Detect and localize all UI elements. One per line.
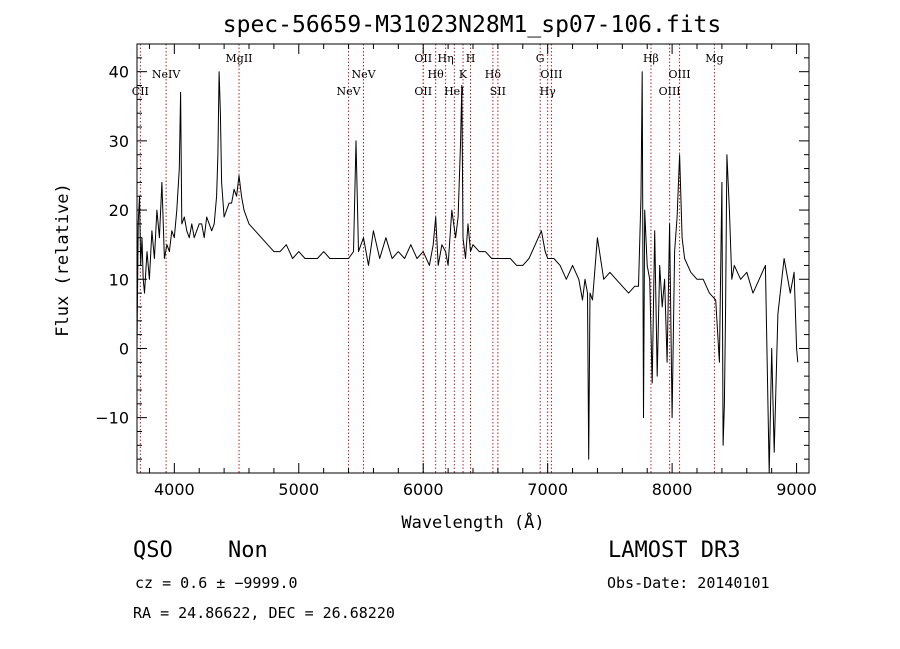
line-label: Hη	[438, 52, 454, 65]
line-label: Mg	[705, 52, 723, 65]
line-label: NeV	[351, 68, 376, 81]
x-tick-label: 4000	[154, 480, 195, 499]
line-label: OIII	[669, 68, 691, 81]
spectrum-chart: spec-56659-M31023N28M1_sp07-106.fitsCIIN…	[53, 12, 817, 533]
object-class: QSO	[133, 538, 173, 563]
survey-label: LAMOST DR3	[608, 538, 741, 563]
y-tick-label: 10	[109, 270, 129, 289]
line-label: MgII	[226, 52, 253, 65]
x-tick-label: 9000	[776, 480, 817, 499]
line-label: Hθ	[428, 68, 445, 81]
line-label: NeIV	[152, 68, 181, 81]
coordinates-text: RA = 24.86622, DEC = 26.68220	[133, 604, 395, 622]
plot-frame	[136, 43, 810, 474]
line-label: OIII	[540, 68, 562, 81]
line-label: H	[466, 52, 476, 65]
y-tick-label: −10	[95, 409, 129, 428]
chart-title: spec-56659-M31023N28M1_sp07-106.fits	[223, 12, 722, 38]
x-axis-label: Wavelength (Å)	[401, 511, 544, 533]
line-label: CII	[132, 85, 149, 98]
line-label: NeV	[337, 85, 362, 98]
x-tick-label: 7000	[527, 480, 568, 499]
line-label: Hδ	[485, 68, 502, 81]
y-tick-label: 30	[109, 132, 129, 151]
x-tick-label: 6000	[403, 480, 444, 499]
line-label: K	[459, 68, 468, 81]
line-label: G	[536, 52, 545, 65]
x-tick-label: 8000	[652, 480, 693, 499]
line-label: Hβ	[643, 52, 659, 65]
line-label: Hγ	[540, 85, 557, 98]
obs-date-text: Obs-Date: 20140101	[607, 574, 770, 592]
y-tick-label: 20	[109, 201, 129, 220]
y-axis-label: Flux (relative)	[53, 183, 73, 337]
x-tick-label: 5000	[278, 480, 319, 499]
line-label: OII	[414, 52, 432, 65]
line-label: OIII	[659, 85, 681, 98]
y-tick-label: 40	[109, 63, 129, 82]
object-subclass: Non	[228, 538, 268, 563]
line-label: HeI	[444, 85, 464, 98]
line-label: OII	[414, 85, 432, 98]
y-tick-label: 0	[119, 339, 129, 358]
redshift-text: cz = 0.6 ± −9999.0	[135, 574, 298, 592]
line-label: SII	[490, 85, 506, 98]
spectrum-line	[136, 71, 799, 474]
